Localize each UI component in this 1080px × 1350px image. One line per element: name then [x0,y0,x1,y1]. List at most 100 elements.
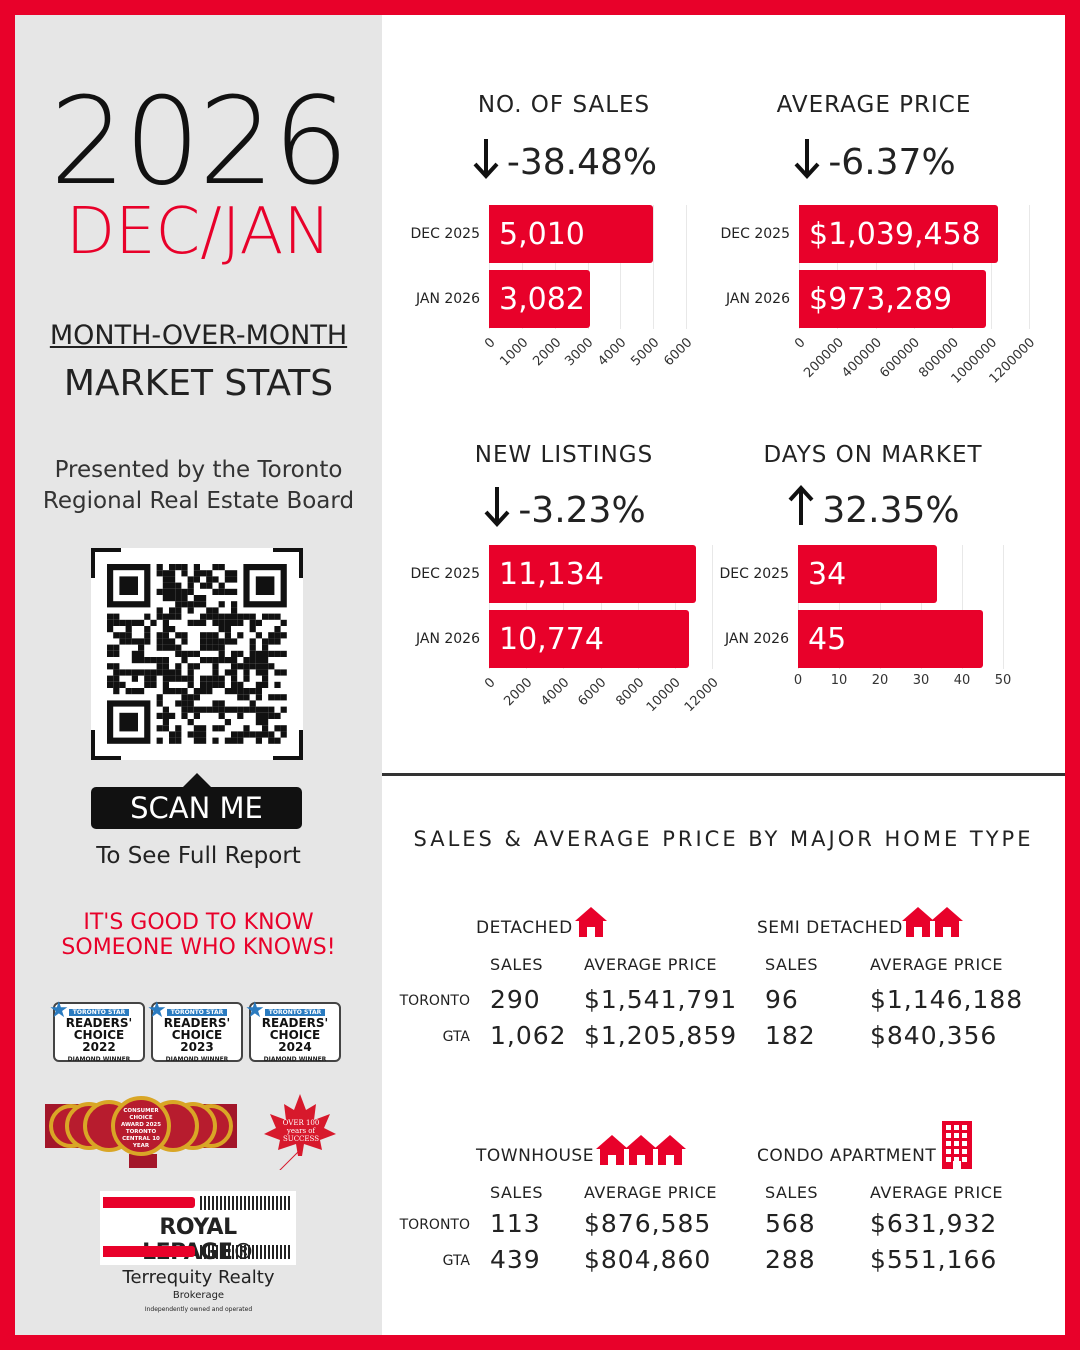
average-price-value: $840,356 [870,1021,998,1050]
badge-line: READERS' [65,1016,133,1030]
region-label: GTA [442,1029,470,1045]
home-type-name: TOWNHOUSE [476,1146,594,1166]
sales-value: 113 [490,1209,541,1238]
independent-note: Independently owned and operated [144,1306,253,1313]
gridline [489,205,490,329]
change-percent: 32.35% [743,485,1003,536]
category-label: DEC 2025 [720,226,790,242]
section-title: SALES & AVERAGE PRICE BY MAJOR HOME TYPE [413,827,1034,851]
sales-header: SALES [765,955,819,974]
x-tick-label: 4000 [595,335,630,370]
x-tick-label: 8000 [612,675,647,710]
x-tick-label: 12000 [681,675,722,716]
x-tick-label: 40 [953,673,971,688]
gridline [653,205,655,329]
average-price-value: $876,585 [584,1209,712,1238]
badge-line: READERS' [261,1016,329,1030]
x-tick-label: 0 [791,335,809,352]
qr-code[interactable] [91,548,303,760]
logo-lines [200,1196,292,1210]
gridline [799,205,800,329]
bar: 10,774 [489,610,690,668]
badge-top: TORONTO STAR [167,1009,227,1016]
category-label: DEC 2025 [410,566,480,582]
bar-value-label: $973,289 [809,281,953,317]
gridline [712,545,713,669]
average-price-value: $1,146,188 [870,985,1024,1014]
apartment-building-icon [942,1121,972,1173]
gridline [686,205,687,329]
gridline [521,205,523,329]
average-price-header: AVERAGE PRICE [870,955,1003,974]
slogan-line: IT'S GOOD TO KNOW [83,910,314,935]
bar-value-label: 3,082 [499,281,585,317]
bar: 45 [798,610,983,668]
badge-line: DIAMOND WINNER [67,1056,131,1063]
gridline [600,545,602,669]
divider [382,773,1065,776]
chart-title: DAYS ON MARKET [763,442,983,468]
see-full-report: To See Full Report [96,843,301,869]
readers-choice-badge: ★ TORONTO STAR READERS' CHOICE 2024 DIAMOND … [245,998,341,1063]
gridline [921,545,922,669]
badge-line: DIAMOND WINNER [263,1056,327,1063]
x-tick-label: 2000 [529,335,564,370]
sales-value: 1,062 [490,1021,567,1050]
region-label: GTA [442,1253,470,1269]
readers-choice-badge: ★ TORONTO STAR READERS' CHOICE 2022 DIAMOND … [49,998,145,1063]
x-tick-label: 0 [481,335,499,352]
logo-lines [200,1245,292,1259]
brokerage-label: Brokerage [172,1290,225,1301]
presented-by: Presented by the Toronto Regional Real Es… [15,455,382,517]
star-icon: ★ [245,998,265,1023]
consumer-choice-award-medals [45,1096,237,1168]
gridline [962,545,963,669]
maple-leaf-logo [264,1094,336,1170]
sales-value: 290 [490,985,541,1014]
month-range: DEC/JAN [65,195,332,269]
average-price-header: AVERAGE PRICE [584,1183,717,1202]
consumer-award-text: CONSUMER CHOICE AWARD 2025 TORONTO CENTR… [120,1108,162,1149]
change-value: -6.37% [828,142,956,183]
gridline [1003,545,1004,669]
chart-title: AVERAGE PRICE [776,92,972,118]
brokerage-name: Terrequity Realty [122,1267,275,1288]
gridline [875,205,877,329]
average-price-value: $631,932 [870,1209,998,1238]
x-tick-label: 50 [994,673,1012,688]
bar: 3,082 [489,270,591,328]
x-tick-label: 2000 [501,675,536,710]
star-icon: ★ [147,998,167,1023]
readers-choice-badge: ★ TORONTO STAR READERS' CHOICE 2023 DIAMOND … [147,998,243,1063]
arrow-down-icon [482,485,512,536]
badge-line: CHOICE 2022 [73,1028,125,1054]
gridline [637,545,639,669]
gridline [914,205,915,329]
average-price-value: $551,166 [870,1245,998,1274]
subtitle-mom: MONTH-OVER-MONTH [49,320,348,351]
year: 2026 [49,73,349,212]
sales-value: 568 [765,1209,816,1238]
badge-line: CHOICE 2024 [269,1028,321,1054]
arrow-down-icon [792,137,822,188]
x-tick-label: 10 [830,673,848,688]
presented-line: Presented by the Toronto [54,457,343,483]
x-tick-label: 0 [481,675,499,692]
category-label: DEC 2025 [719,566,789,582]
change-value: 32.35% [822,490,960,531]
bar-value-label: 11,134 [499,556,604,592]
badge-line: DIAMOND WINNER [165,1056,229,1063]
x-tick-label: 400000 [839,335,885,381]
gridline [526,545,528,669]
x-tick-label: 6000 [575,675,610,710]
gridline [674,545,676,669]
change-percent: -3.23% [434,485,694,536]
badge-top: TORONTO STAR [69,1009,129,1016]
semi-house-icon [902,905,964,943]
logo-red-bar [103,1197,195,1208]
arrow-down-icon [471,137,501,188]
x-tick-label: 30 [912,673,930,688]
region-label: TORONTO [399,1217,470,1233]
category-label: JAN 2026 [415,631,480,647]
category-label: JAN 2026 [415,291,480,307]
